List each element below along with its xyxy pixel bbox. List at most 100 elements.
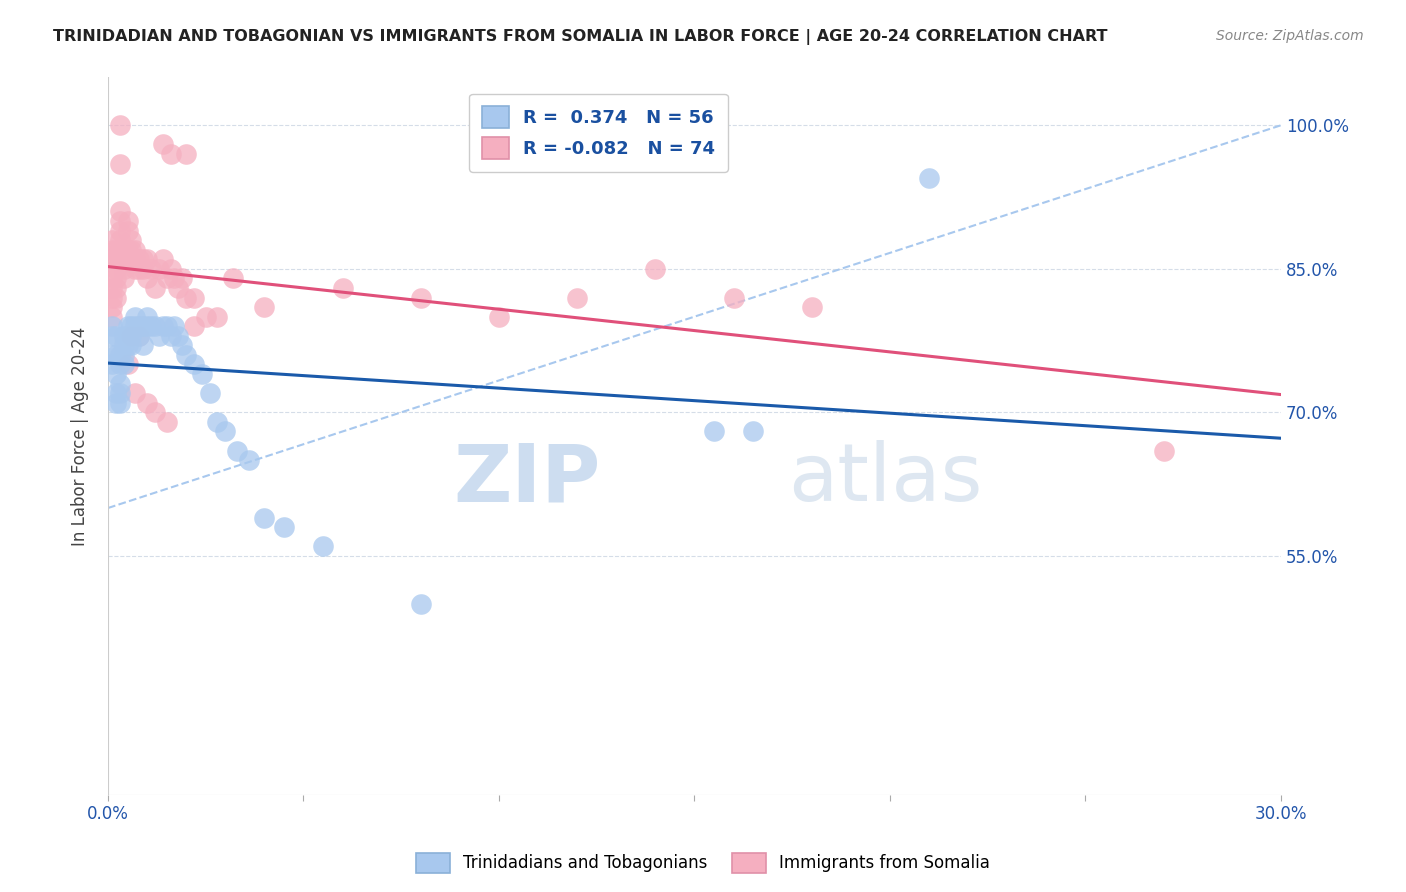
Point	[409, 597, 432, 611]
Point	[104, 386, 127, 401]
Point	[112, 261, 135, 276]
Point	[742, 425, 765, 439]
Point	[108, 348, 131, 362]
Point	[191, 367, 214, 381]
Point	[101, 233, 124, 247]
Point	[101, 328, 124, 343]
Point	[101, 319, 124, 334]
Point	[172, 338, 194, 352]
Point	[117, 214, 139, 228]
Point	[128, 328, 150, 343]
Point	[120, 338, 142, 352]
Point	[117, 319, 139, 334]
Point	[104, 367, 127, 381]
Point	[194, 310, 217, 324]
Point	[312, 539, 335, 553]
Point	[183, 319, 205, 334]
Point	[104, 328, 127, 343]
Point	[226, 443, 249, 458]
Point	[207, 415, 229, 429]
Point	[143, 405, 166, 419]
Point	[644, 261, 666, 276]
Point	[918, 170, 941, 185]
Point	[101, 291, 124, 305]
Point	[332, 281, 354, 295]
Point	[108, 386, 131, 401]
Point	[723, 291, 745, 305]
Point	[183, 291, 205, 305]
Point	[132, 319, 155, 334]
Point	[112, 271, 135, 285]
Legend: R =  0.374   N = 56, R = -0.082   N = 74: R = 0.374 N = 56, R = -0.082 N = 74	[470, 94, 728, 172]
Point	[108, 358, 131, 372]
Point	[159, 261, 181, 276]
Point	[117, 358, 139, 372]
Point	[183, 358, 205, 372]
Point	[174, 348, 197, 362]
Text: TRINIDADIAN AND TOBAGONIAN VS IMMIGRANTS FROM SOMALIA IN LABOR FORCE | AGE 20-24: TRINIDADIAN AND TOBAGONIAN VS IMMIGRANTS…	[53, 29, 1108, 45]
Point	[253, 300, 276, 314]
Y-axis label: In Labor Force | Age 20-24: In Labor Force | Age 20-24	[72, 326, 89, 546]
Point	[167, 281, 190, 295]
Point	[112, 358, 135, 372]
Point	[104, 396, 127, 410]
Point	[101, 271, 124, 285]
Point	[128, 261, 150, 276]
Point	[120, 319, 142, 334]
Point	[156, 415, 179, 429]
Point	[132, 252, 155, 267]
Point	[120, 328, 142, 343]
Point	[132, 261, 155, 276]
Point	[409, 291, 432, 305]
Point	[139, 319, 162, 334]
Point	[136, 319, 159, 334]
Point	[800, 300, 823, 314]
Point	[108, 118, 131, 132]
Point	[163, 271, 186, 285]
Point	[104, 243, 127, 257]
Point	[117, 338, 139, 352]
Point	[567, 291, 589, 305]
Point	[112, 328, 135, 343]
Point	[108, 156, 131, 170]
Point	[104, 252, 127, 267]
Point	[156, 271, 179, 285]
Point	[104, 271, 127, 285]
Point	[172, 271, 194, 285]
Point	[108, 223, 131, 237]
Point	[136, 396, 159, 410]
Point	[148, 261, 170, 276]
Point	[174, 147, 197, 161]
Point	[108, 376, 131, 391]
Point	[108, 214, 131, 228]
Point	[104, 291, 127, 305]
Point	[159, 328, 181, 343]
Point	[128, 328, 150, 343]
Point	[167, 328, 190, 343]
Point	[156, 319, 179, 334]
Point	[238, 453, 260, 467]
Point	[139, 261, 162, 276]
Point	[120, 233, 142, 247]
Point	[108, 252, 131, 267]
Point	[488, 310, 510, 324]
Point	[120, 243, 142, 257]
Point	[124, 252, 146, 267]
Point	[152, 137, 174, 152]
Point	[124, 319, 146, 334]
Point	[703, 425, 725, 439]
Point	[101, 281, 124, 295]
Point	[101, 358, 124, 372]
Point	[1153, 443, 1175, 458]
Point	[101, 348, 124, 362]
Point	[143, 319, 166, 334]
Point	[128, 252, 150, 267]
Text: atlas: atlas	[789, 441, 983, 518]
Point	[143, 281, 166, 295]
Point	[108, 243, 131, 257]
Point	[222, 271, 245, 285]
Point	[108, 233, 131, 247]
Point	[136, 310, 159, 324]
Point	[117, 223, 139, 237]
Point	[163, 319, 186, 334]
